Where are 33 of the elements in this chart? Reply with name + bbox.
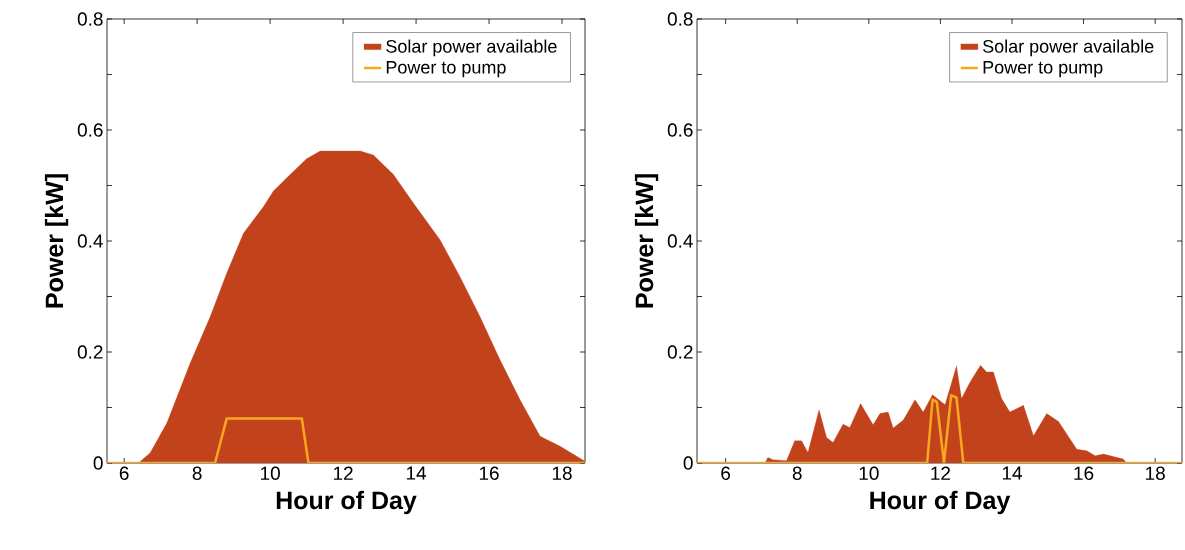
x-axis-title: Hour of Day [870,490,1011,515]
x-tick-label: 8 [192,466,202,480]
x-tick-label: 6 [721,466,731,480]
y-tick-label: 0.6 [77,123,103,137]
y-axis-title: Power [kW] [44,174,69,308]
x-tick-label: 14 [1002,466,1022,480]
y-tick-label: 0.4 [667,234,693,248]
x-tick-label: 14 [406,466,427,480]
x-tick-label: 18 [1146,466,1165,480]
y-axis-title: Power [kW] [634,174,659,308]
x-tick-label: 12 [333,466,353,480]
x-axis-title: Hour of Day [276,490,417,515]
legend-label: Power to pump [983,61,1103,78]
x-tick-label: 10 [859,466,879,480]
x-tick-label: 12 [931,466,951,480]
legend-label: Power to pump [386,61,506,78]
x-tick-label: 10 [260,466,280,480]
y-tick-label: 0 [683,456,693,470]
y-tick-label: 0.8 [667,12,693,26]
x-tick-label: 18 [552,466,572,480]
y-tick-label: 0.4 [77,234,103,248]
line-series [697,394,1183,463]
y-tick-label: 0.2 [667,345,693,359]
y-tick-label: 0.6 [667,123,693,137]
legend-label: Solar power available [386,39,557,57]
x-tick-label: 8 [792,466,802,480]
x-tick-label: 6 [119,466,129,480]
y-tick-label: 0 [93,456,103,470]
legend-label: Solar power available [982,39,1154,57]
x-tick-label: 16 [479,466,499,480]
x-tick-label: 16 [1074,466,1094,480]
y-tick-label: 0.8 [77,12,103,26]
y-tick-label: 0.2 [77,345,103,359]
